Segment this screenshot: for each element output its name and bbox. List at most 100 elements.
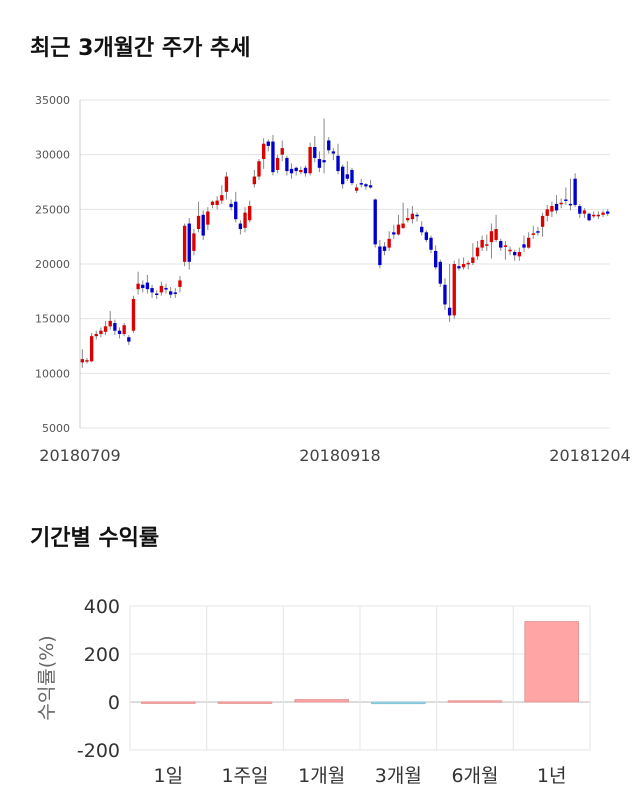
return-bar-1	[141, 701, 196, 704]
candle-body	[471, 257, 475, 263]
candle-body	[503, 245, 508, 247]
candle-body	[461, 264, 466, 268]
candle-body	[289, 168, 294, 174]
candle-body	[489, 231, 494, 243]
candle-body	[554, 203, 559, 211]
candle-body	[499, 241, 503, 248]
candle-body	[229, 203, 233, 208]
x-tick-label: 1일	[154, 765, 184, 787]
x-tick-label: 3개월	[375, 765, 422, 787]
candle-body	[573, 178, 577, 205]
candle-body	[224, 176, 229, 192]
candle-body	[285, 157, 289, 172]
candlestick-chart: 5000 10000 15000 20000 25000 30000 35000 201807…	[35, 94, 631, 465]
candle-body	[545, 209, 549, 216]
candle-body	[178, 280, 182, 287]
candle-body	[475, 247, 480, 257]
candle-body	[345, 174, 349, 179]
candle-body	[382, 246, 387, 251]
candle-body	[485, 244, 489, 246]
candle-body	[173, 292, 177, 294]
y-tick-label: 5000	[42, 422, 70, 435]
candle-body	[85, 360, 89, 362]
y-tick-label: 35000	[35, 94, 70, 107]
candle-body	[331, 151, 336, 154]
candle-body	[578, 206, 582, 214]
candle-body	[354, 187, 359, 191]
candle-body	[313, 147, 317, 158]
candle-body	[155, 293, 159, 296]
candle-body	[266, 141, 270, 146]
candle-body	[243, 212, 247, 228]
candle-body	[494, 229, 498, 240]
candle-body	[280, 148, 284, 155]
candle-body	[429, 237, 433, 250]
candle-body	[294, 167, 298, 172]
candle-body	[103, 326, 108, 332]
candle-body	[99, 330, 103, 334]
return-bar-4	[371, 701, 426, 705]
y-tick-label: -200	[77, 740, 120, 762]
candle-body	[187, 223, 191, 262]
candle-body	[606, 211, 610, 214]
y-tick-label: 20000	[35, 258, 70, 271]
candle-body	[373, 199, 377, 245]
candle-body	[368, 185, 373, 188]
candle-body	[420, 226, 424, 233]
candle-body	[303, 167, 308, 174]
candle-body	[317, 159, 322, 168]
candle-body	[327, 140, 331, 151]
y-tick-label: 30000	[35, 149, 70, 162]
y-tick-label: 15000	[35, 313, 70, 326]
candle-body	[350, 169, 354, 184]
candle-body	[145, 282, 150, 290]
candle-body	[117, 330, 122, 334]
y-tick-label: 400	[84, 596, 120, 618]
candle-body	[406, 218, 410, 221]
candle-body	[410, 213, 415, 220]
candle-body	[192, 233, 196, 251]
candle-body	[131, 298, 136, 331]
candle-body	[336, 155, 340, 172]
candle-body	[275, 157, 280, 170]
candle-body	[108, 320, 112, 327]
candle-body	[210, 201, 215, 205]
x-tick-label: 20181204	[549, 446, 630, 465]
candle-body	[127, 337, 131, 342]
candle-body	[443, 284, 447, 305]
x-tick-label: 20180709	[39, 446, 120, 465]
candle-body	[94, 333, 98, 337]
candle-body	[113, 323, 117, 331]
candle-body	[564, 199, 568, 201]
candle-body	[341, 166, 345, 185]
candle-body	[480, 239, 484, 248]
y-axis-label: 수익률(%)	[36, 635, 58, 720]
candle-body	[587, 213, 591, 221]
candle-body	[364, 184, 368, 187]
candle-body	[196, 215, 201, 230]
candle-body	[122, 325, 126, 334]
candle-body	[261, 143, 266, 160]
candle-body	[322, 160, 326, 163]
return-bar-2	[217, 701, 273, 704]
candle-body	[234, 201, 238, 220]
x-tick-label: 1개월	[298, 765, 345, 787]
candle-body	[238, 223, 243, 230]
candle-body	[271, 141, 275, 173]
y-tick-label: 10000	[35, 367, 70, 380]
candle-body	[89, 336, 94, 362]
candle-body	[387, 238, 391, 248]
candle-body	[396, 224, 401, 235]
candle-body	[359, 183, 363, 185]
candle-body	[257, 161, 261, 177]
candle-body	[80, 359, 84, 363]
candle-body	[550, 206, 554, 212]
candle-body	[401, 223, 405, 228]
candle-body	[582, 210, 587, 214]
candle-body	[150, 288, 154, 293]
candle-body	[215, 200, 219, 205]
candle-body	[568, 203, 573, 206]
candle-body	[592, 214, 596, 217]
x-tick-label: 1년	[537, 765, 567, 787]
